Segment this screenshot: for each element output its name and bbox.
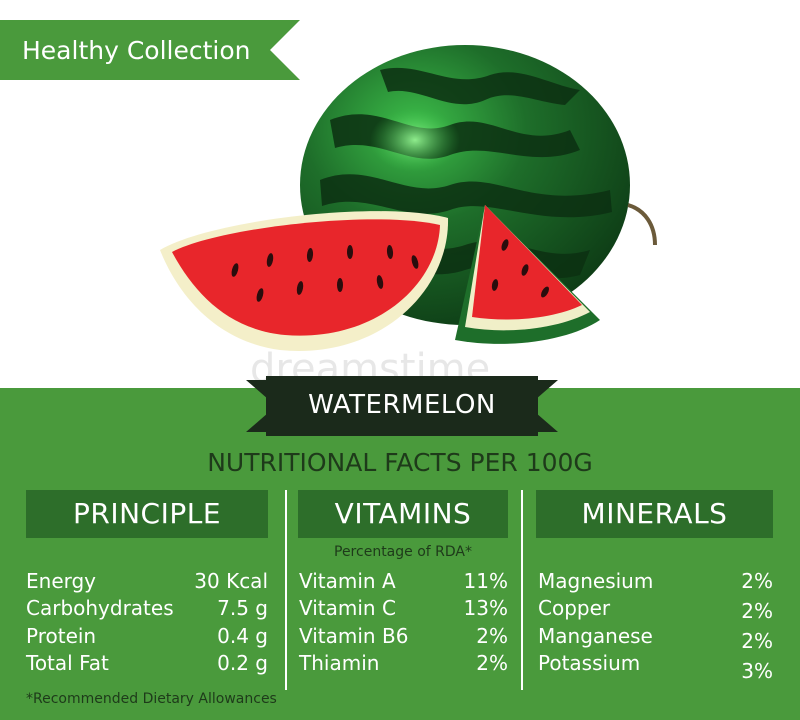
banner-title: WATERMELON — [308, 390, 496, 420]
nutrition-subtitle: NUTRITIONAL FACTS PER 100G — [207, 448, 593, 477]
mineral-item-value: 2% — [741, 569, 773, 593]
vitamin-item-name: Vitamin A — [299, 569, 396, 593]
column-divider — [521, 490, 523, 690]
vitamin-item-value: 13% — [463, 596, 508, 620]
minerals-heading: MINERALS — [536, 490, 773, 538]
vitamin-item-name: Vitamin C — [299, 596, 396, 620]
banner-shape — [246, 376, 558, 436]
mineral-item-name: Potassium — [538, 651, 641, 675]
facts-panel — [0, 388, 800, 720]
mineral-item-name: Manganese — [538, 624, 653, 648]
vitamin-item-value: 11% — [463, 569, 508, 593]
vitamin-item-value: 2% — [476, 624, 508, 648]
principle-heading: PRINCIPLE — [26, 490, 268, 538]
principle-item-name: Protein — [26, 624, 97, 648]
principle-item-value: 0.4 g — [217, 624, 268, 648]
mineral-item-value: 2% — [741, 599, 773, 623]
principle-item-value: 7.5 g — [217, 596, 268, 620]
vitamins-heading: VITAMINS — [298, 490, 508, 538]
principle-item-name: Total Fat — [26, 651, 109, 675]
vitamin-item-value: 2% — [476, 651, 508, 675]
mineral-item-name: Magnesium — [538, 569, 654, 593]
vitamin-item-name: Thiamin — [299, 651, 380, 675]
vitamin-item-name: Vitamin B6 — [299, 624, 409, 648]
principle-item-value: 0.2 g — [217, 651, 268, 675]
healthy-collection-ribbon: Healthy Collection — [0, 20, 300, 80]
ribbon-label: Healthy Collection — [22, 36, 251, 65]
mineral-item-value: 3% — [741, 659, 773, 683]
ribbon-shape — [0, 20, 300, 80]
rda-note: Percentage of RDA* — [334, 544, 472, 560]
watermelon-illustration — [160, 45, 657, 351]
principle-item-value: 30 Kcal — [194, 569, 268, 593]
mineral-item-value: 2% — [741, 629, 773, 653]
column-divider — [285, 490, 287, 690]
rda-footnote: *Recommended Dietary Allowances — [26, 691, 277, 707]
principle-item-name: Carbohydrates — [26, 596, 174, 620]
principle-item-name: Energy — [26, 569, 97, 593]
mineral-item-name: Copper — [538, 596, 611, 620]
title-banner: WATERMELON — [246, 374, 558, 438]
